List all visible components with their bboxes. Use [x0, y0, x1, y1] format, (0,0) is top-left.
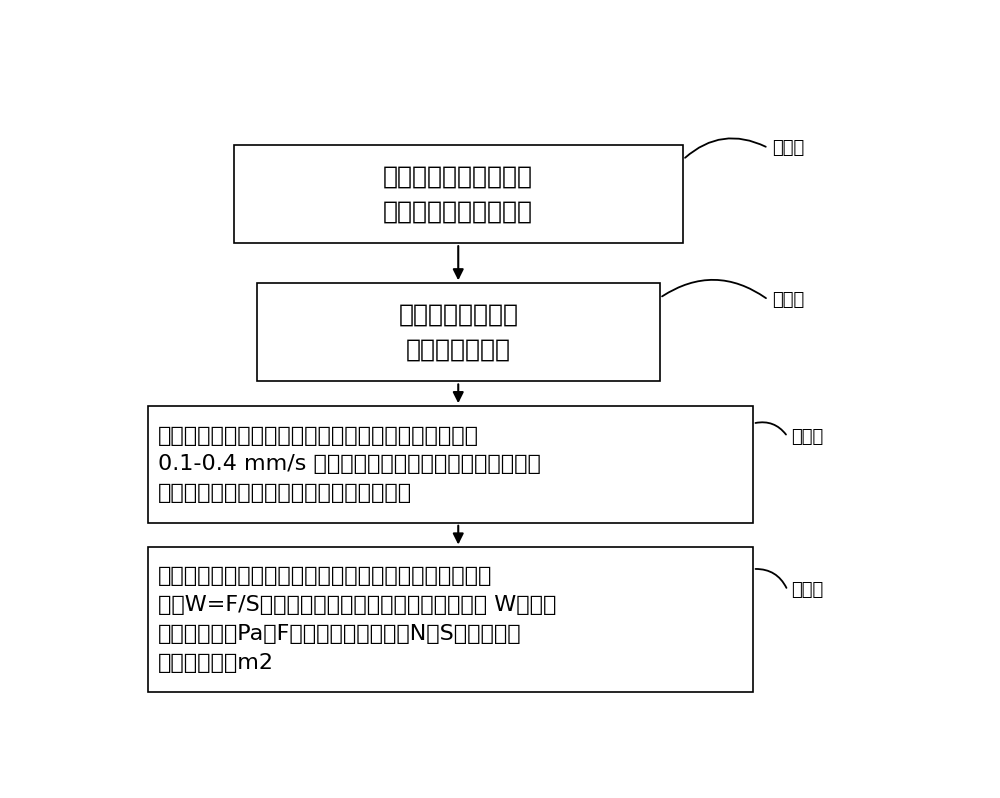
FancyBboxPatch shape: [148, 406, 753, 523]
FancyBboxPatch shape: [148, 547, 753, 692]
Text: 步骤一: 步骤一: [772, 139, 804, 157]
FancyBboxPatch shape: [257, 283, 660, 381]
Text: 将表面制备有巴氏合金
层的工件制成剪切试样: 将表面制备有巴氏合金 层的工件制成剪切试样: [383, 165, 533, 223]
Text: 步骤三: 步骤三: [792, 428, 824, 446]
Text: 记录巴氏合金层剥离时的最大载荷与断口截面面积，根据
公式W=F/S计算出巴氏合金层的结合强度値；其中 W为结合
强度，单位为Pa；F为最大载荷，单位为N；S为断: 记录巴氏合金层剥离时的最大载荷与断口截面面积，根据 公式W=F/S计算出巴氏合金…: [158, 567, 556, 673]
Text: 将装夹好试样的夹具安置在拉伸试验机平台上，压头以
0.1-0.4 mm/s 的速率沿堆焊结合面方向下压巴氏合金
层，直到巴氏合金层从基体剥离，停止下压: 将装夹好试样的夹具安置在拉伸试验机平台上，压头以 0.1-0.4 mm/s 的速…: [158, 425, 540, 504]
Text: 步骤二: 步骤二: [772, 290, 804, 309]
Text: 将试样平稳放在夹
具中并装夹紧固: 将试样平稳放在夹 具中并装夹紧固: [398, 303, 518, 361]
FancyBboxPatch shape: [234, 145, 683, 243]
Text: 步骤四: 步骤四: [792, 582, 824, 599]
